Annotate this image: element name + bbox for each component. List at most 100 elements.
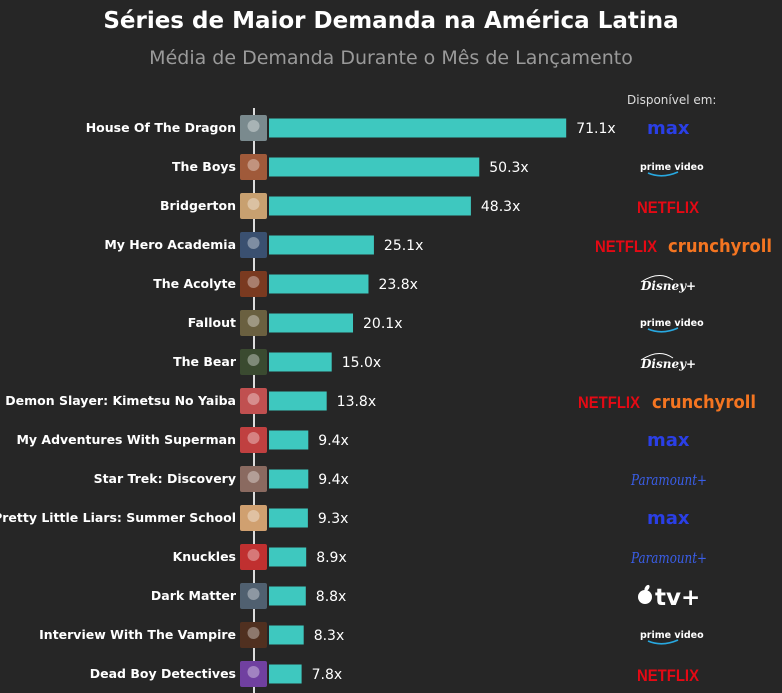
netflix-logo: NETFLIX xyxy=(595,237,658,256)
category-label: The Acolyte xyxy=(153,276,236,291)
category-label: Knuckles xyxy=(173,549,236,564)
bar xyxy=(269,625,304,645)
category-label: Star Trek: Discovery xyxy=(94,471,236,486)
max-logo: max xyxy=(647,508,690,529)
thumbnail-face-icon xyxy=(247,237,260,249)
prime-smile-icon xyxy=(647,639,679,645)
category-label: The Boys xyxy=(172,159,236,174)
show-thumbnail xyxy=(240,310,267,336)
bar xyxy=(269,196,471,216)
paramount-plus-logo: Paramount+ xyxy=(630,549,707,567)
prime-video-logo: prime video xyxy=(640,630,704,641)
show-thumbnail xyxy=(240,505,267,531)
thumbnail-face-icon xyxy=(247,549,260,561)
thumbnail-face-icon xyxy=(247,666,260,678)
bar xyxy=(269,235,374,255)
category-label: Dead Boy Detectives xyxy=(90,666,236,681)
paramount-plus-logo: Paramount+ xyxy=(630,471,707,489)
show-thumbnail xyxy=(240,349,267,375)
apple-icon xyxy=(638,590,652,604)
value-label: 50.3x xyxy=(489,160,528,176)
value-label: 9.3x xyxy=(318,511,349,527)
thumbnail-face-icon xyxy=(247,120,260,132)
value-label: 9.4x xyxy=(318,472,349,488)
prime-smile-icon xyxy=(647,327,679,333)
bar xyxy=(269,508,308,528)
thumbnail-face-icon xyxy=(247,471,260,483)
bar xyxy=(269,157,480,177)
show-thumbnail xyxy=(240,583,267,609)
value-label: 23.8x xyxy=(378,277,417,293)
chart-title: Séries de Maior Demanda na América Latin… xyxy=(103,8,679,34)
show-thumbnail xyxy=(240,232,267,258)
category-label: Pretty Little Liars: Summer School xyxy=(0,510,236,525)
show-thumbnail xyxy=(240,154,267,180)
disney-plus-logo: Disney+ xyxy=(640,279,696,293)
value-label: 48.3x xyxy=(481,199,520,215)
bar xyxy=(269,547,307,567)
thumbnail-face-icon xyxy=(247,510,260,522)
show-thumbnail xyxy=(240,427,267,453)
bar xyxy=(269,430,309,450)
show-thumbnail xyxy=(240,661,267,687)
bar xyxy=(269,313,354,333)
bar xyxy=(269,586,306,606)
show-thumbnail xyxy=(240,466,267,492)
thumbnail-face-icon xyxy=(247,627,260,639)
show-thumbnail xyxy=(240,115,267,141)
netflix-logo: NETFLIX xyxy=(637,198,700,217)
thumbnail-face-icon xyxy=(247,315,260,327)
value-label: 25.1x xyxy=(384,238,423,254)
show-thumbnail xyxy=(240,544,267,570)
disney-arc-icon xyxy=(640,275,674,283)
prime-video-logo: prime video xyxy=(640,318,704,329)
prime-smile-icon xyxy=(647,171,679,177)
bar xyxy=(269,391,327,411)
available-on-label: Disponível em: xyxy=(627,93,717,107)
max-logo: max xyxy=(647,430,690,451)
category-label: Demon Slayer: Kimetsu No Yaiba xyxy=(5,393,236,408)
bar xyxy=(269,664,302,684)
category-label: Dark Matter xyxy=(151,588,237,603)
netflix-logo: NETFLIX xyxy=(637,666,700,685)
category-label: House Of The Dragon xyxy=(86,120,236,135)
thumbnail-face-icon xyxy=(247,276,260,288)
category-label: Interview With The Vampire xyxy=(39,627,236,642)
value-label: 8.3x xyxy=(314,628,345,644)
category-label: The Bear xyxy=(173,354,237,369)
category-label: My Adventures With Superman xyxy=(16,432,236,447)
value-label: 15.0x xyxy=(342,355,381,371)
value-label: 9.4x xyxy=(318,433,349,449)
prime-video-logo: prime video xyxy=(640,162,704,173)
bar xyxy=(269,118,567,138)
bar xyxy=(269,274,369,294)
thumbnail-face-icon xyxy=(247,393,260,405)
value-label: 71.1x xyxy=(576,121,615,137)
apple-tv-plus-logo: tv+ xyxy=(655,585,700,611)
crunchyroll-logo: crunchyroll xyxy=(652,392,756,413)
thumbnail-face-icon xyxy=(247,198,260,210)
max-logo: max xyxy=(647,118,690,139)
disney-plus-logo: Disney+ xyxy=(640,357,696,371)
chart-subtitle: Média de Demanda Durante o Mês de Lançam… xyxy=(149,47,633,69)
value-label: 7.8x xyxy=(312,667,343,683)
value-label: 8.9x xyxy=(316,550,347,566)
show-thumbnail xyxy=(240,271,267,297)
value-label: 13.8x xyxy=(337,394,376,410)
disney-arc-icon xyxy=(640,353,674,361)
bar xyxy=(269,352,332,372)
value-label: 20.1x xyxy=(363,316,402,332)
value-label: 8.8x xyxy=(316,589,347,605)
show-thumbnail xyxy=(240,193,267,219)
thumbnail-face-icon xyxy=(247,159,260,171)
apple-leaf-icon xyxy=(644,584,650,592)
thumbnail-face-icon xyxy=(247,432,260,444)
thumbnail-face-icon xyxy=(247,354,260,366)
show-thumbnail xyxy=(240,622,267,648)
category-label: Bridgerton xyxy=(160,198,236,213)
category-label: Fallout xyxy=(188,315,236,330)
bar xyxy=(269,469,309,489)
category-label: My Hero Academia xyxy=(104,237,236,252)
netflix-logo: NETFLIX xyxy=(578,393,641,412)
